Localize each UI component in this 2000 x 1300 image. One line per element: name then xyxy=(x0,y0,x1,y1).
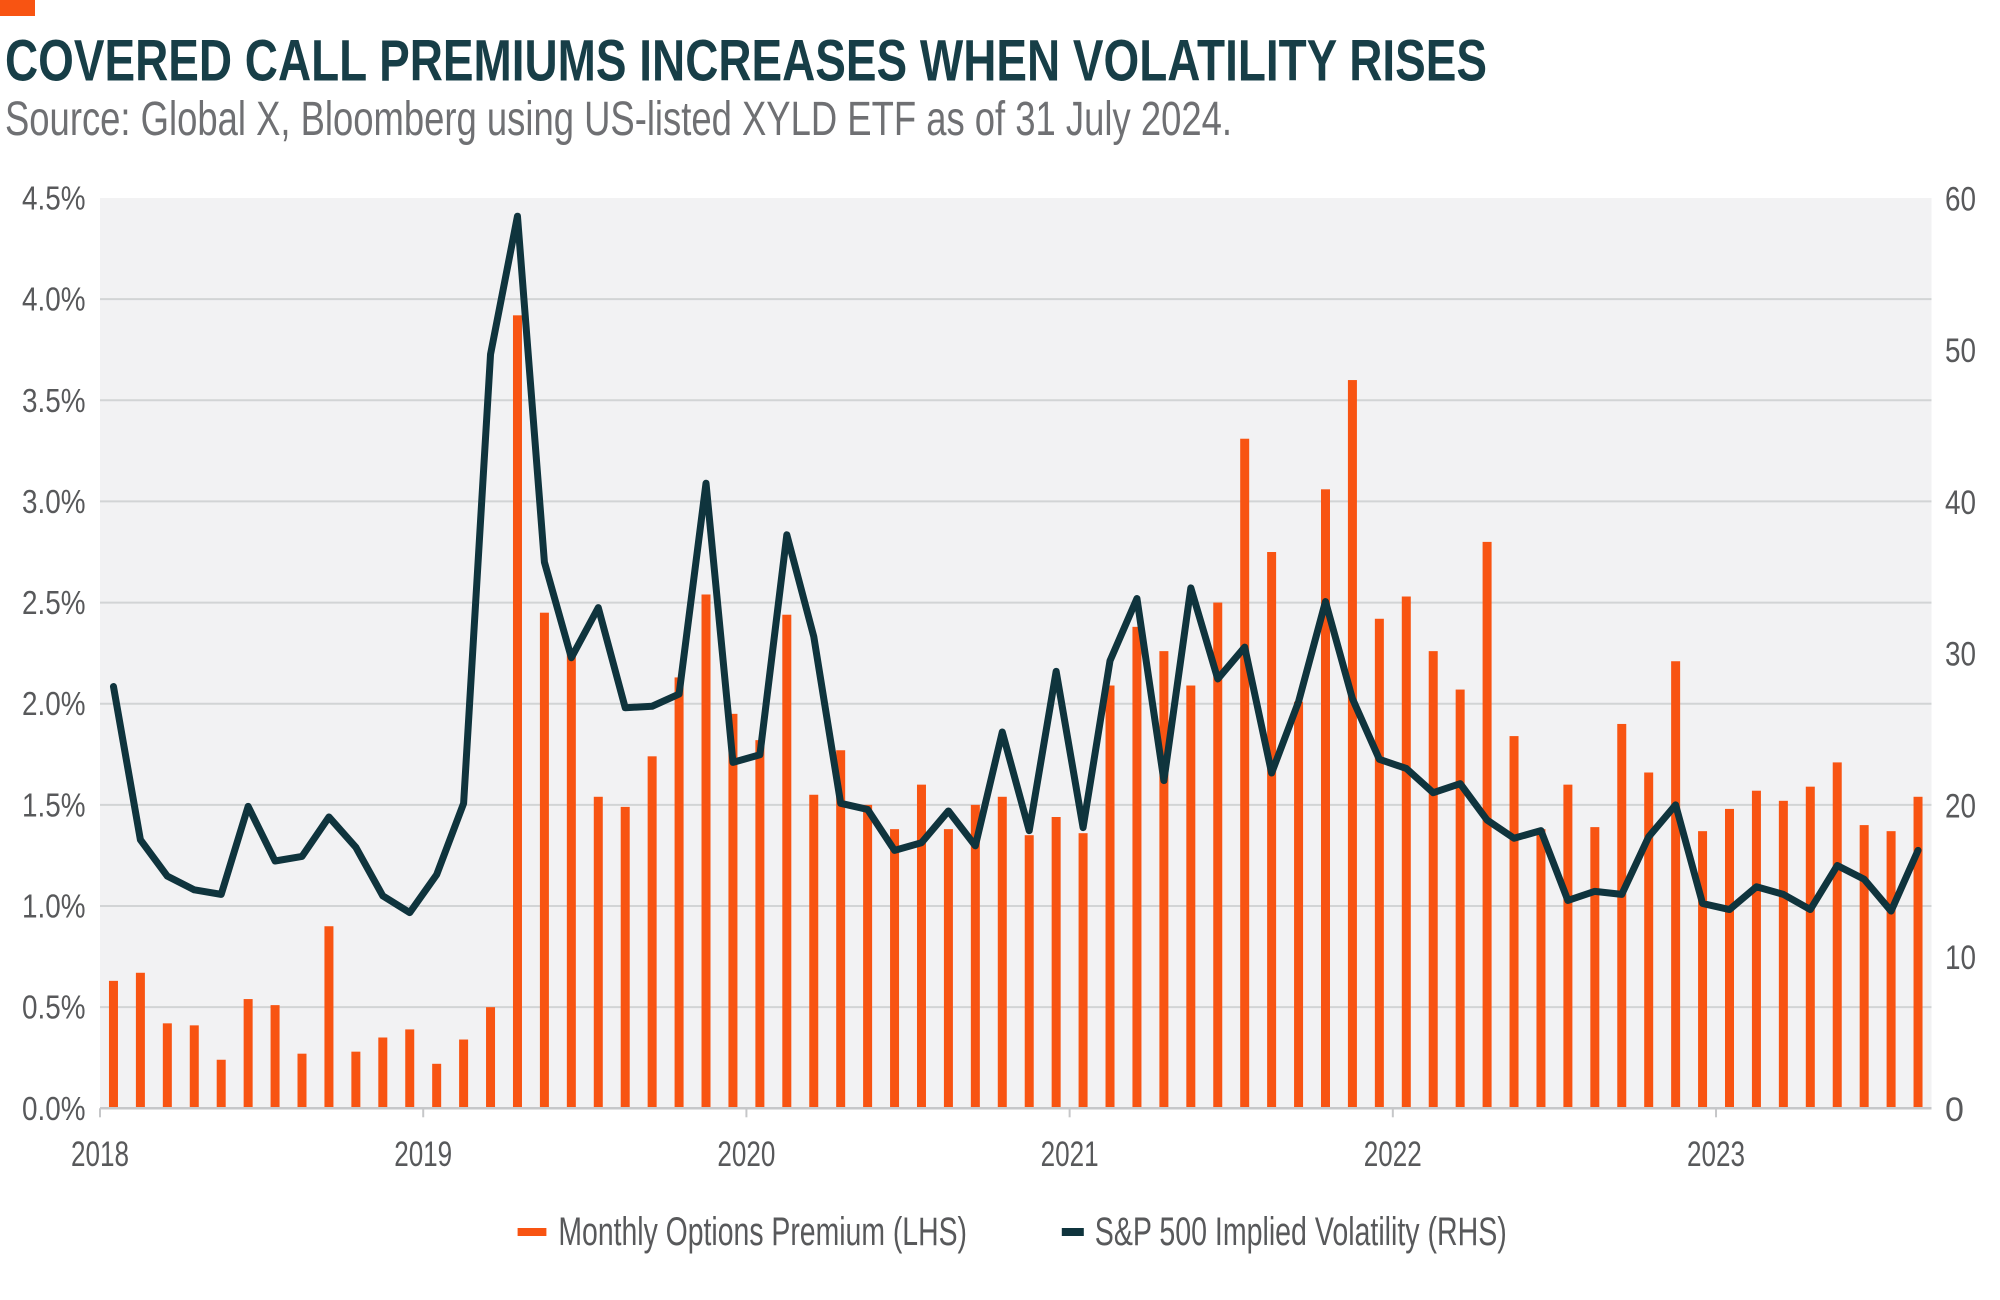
svg-text:2.5%: 2.5% xyxy=(22,584,86,621)
svg-text:Source: Global X, Bloomberg us: Source: Global X, Bloomberg using US-lis… xyxy=(5,93,1232,146)
svg-text:1.0%: 1.0% xyxy=(22,888,86,925)
svg-text:COVERED CALL PREMIUMS INCREASE: COVERED CALL PREMIUMS INCREASES WHEN VOL… xyxy=(5,29,1487,94)
svg-text:4.5%: 4.5% xyxy=(22,180,86,217)
svg-text:2.0%: 2.0% xyxy=(22,685,86,722)
svg-text:S&P 500 Implied Volatility (RH: S&P 500 Implied Volatility (RHS) xyxy=(1095,1210,1507,1254)
svg-text:0.0%: 0.0% xyxy=(22,1090,86,1127)
svg-text:2018: 2018 xyxy=(71,1135,129,1174)
svg-text:60: 60 xyxy=(1945,181,1976,219)
svg-text:0: 0 xyxy=(1945,1091,1964,1129)
svg-text:40: 40 xyxy=(1945,484,1976,522)
svg-text:20: 20 xyxy=(1945,787,1976,825)
svg-text:0.5%: 0.5% xyxy=(22,989,86,1026)
svg-text:2023: 2023 xyxy=(1687,1135,1745,1174)
svg-text:2020: 2020 xyxy=(717,1135,775,1174)
svg-text:4.0%: 4.0% xyxy=(22,281,86,318)
svg-text:3.5%: 3.5% xyxy=(22,382,86,419)
svg-text:3.0%: 3.0% xyxy=(22,483,86,520)
svg-text:10: 10 xyxy=(1945,939,1976,977)
svg-text:50: 50 xyxy=(1945,332,1976,370)
svg-text:2022: 2022 xyxy=(1364,1135,1422,1174)
svg-text:Monthly Options Premium (LHS): Monthly Options Premium (LHS) xyxy=(558,1210,967,1254)
svg-text:2021: 2021 xyxy=(1041,1135,1099,1174)
svg-text:2019: 2019 xyxy=(394,1135,452,1174)
svg-text:1.5%: 1.5% xyxy=(22,786,86,823)
svg-text:30: 30 xyxy=(1945,636,1976,674)
